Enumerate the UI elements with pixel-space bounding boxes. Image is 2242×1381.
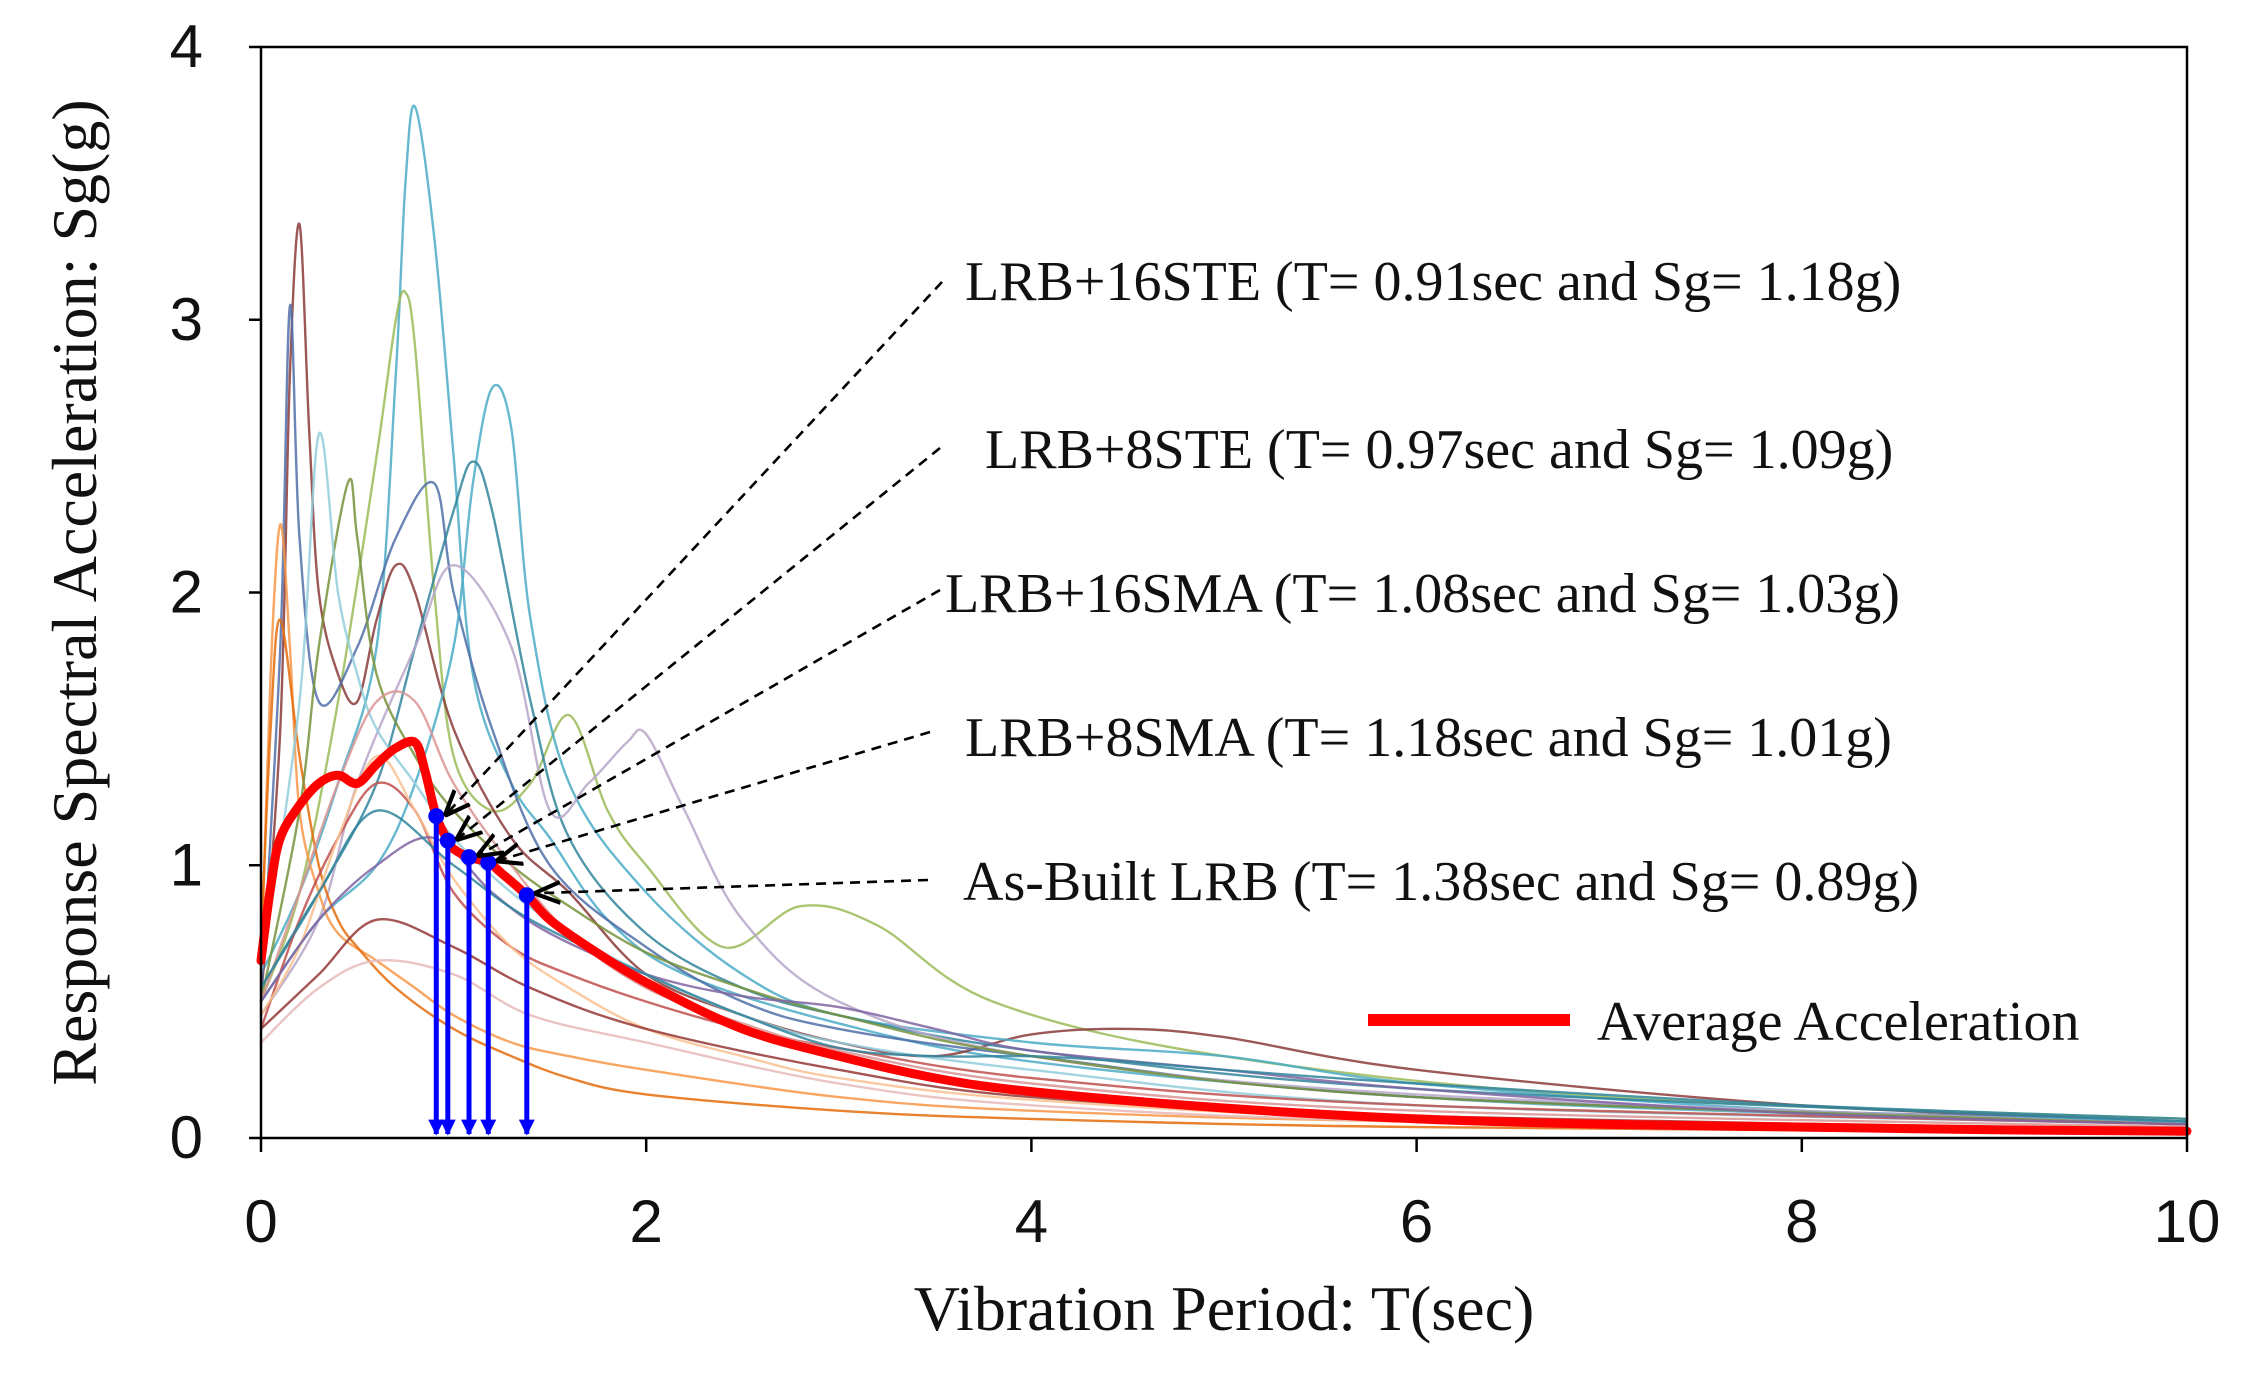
annotation-leader-4 (537, 878, 929, 893)
x-tick-label: 8 (1785, 1188, 1818, 1255)
series-line-record-15 (260, 836, 2188, 1126)
annotation-label-0: LRB+16STE (T= 0.91sec and Sg= 1.18g) (965, 251, 1901, 313)
y-tick-label: 0 (170, 1104, 203, 1171)
annotation-label-4: As-Built LRB (T= 1.38sec and Sg= 0.89g) (963, 851, 1919, 913)
annotation-leader-2 (479, 588, 941, 855)
y-tick-label: 4 (170, 13, 203, 80)
annotation-label-3: LRB+8SMA (T= 1.18sec and Sg= 1.01g) (965, 707, 1892, 769)
x-axis-title: Vibration Period: T(sec) (914, 1273, 1535, 1344)
series-line-record-7 (259, 563, 2188, 1126)
x-tick-label: 4 (1015, 1188, 1048, 1255)
series-line-record-12 (259, 781, 2188, 1126)
y-tick-label: 1 (170, 831, 203, 898)
marker-point-4 (518, 887, 535, 904)
x-tick-label: 0 (244, 1188, 277, 1255)
series-line-record-3 (259, 222, 2188, 1123)
x-tick-label: 6 (1400, 1188, 1433, 1255)
annotation-label-2: LRB+16SMA (T= 1.08sec and Sg= 1.03g) (945, 563, 1900, 625)
y-axis-title: Response Spectral Acceleration: Sg(g) (39, 99, 110, 1085)
annotation-leader-0 (446, 281, 943, 814)
annotation-label-1: LRB+8STE (T= 0.97sec and Sg= 1.09g) (985, 419, 1893, 481)
marker-point-0 (428, 808, 445, 825)
series-line-record-9 (259, 618, 2188, 1134)
annotation-leader-1 (458, 446, 941, 839)
marker-point-1 (439, 832, 456, 849)
annotation-group: LRB+16STE (T= 0.91sec and Sg= 1.18g) LRB+… (446, 251, 1919, 913)
series-line-record-6 (259, 460, 2188, 1123)
marker-point-3 (480, 854, 497, 871)
y-tick-label: 3 (170, 286, 203, 353)
average-series-group (256, 736, 2192, 1136)
axes-group: 0 1 2 3 4 0 2 4 6 8 10 Vibration Period: T(sec) Resp… (39, 13, 2220, 1344)
annotation-leader-3 (498, 730, 931, 861)
series-line-record-16 (259, 809, 2188, 1121)
y-tick-label: 2 (170, 559, 203, 626)
series-line-record-13 (259, 690, 2188, 1129)
legend: Average Acceleration (1368, 991, 2079, 1053)
average-acceleration-line (256, 736, 2192, 1136)
x-tick-label: 2 (630, 1188, 663, 1255)
x-tick-label: 10 (2154, 1188, 2221, 1255)
series-line-record-8 (259, 523, 2188, 1131)
marker-point-2 (461, 849, 478, 866)
legend-label-average: Average Acceleration (1597, 991, 2079, 1053)
